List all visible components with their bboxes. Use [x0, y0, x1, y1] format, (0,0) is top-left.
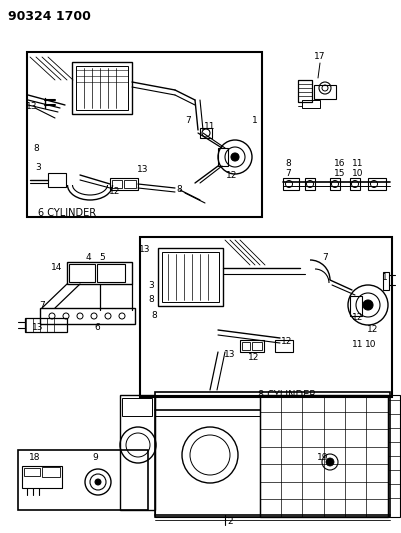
Bar — [48, 173, 66, 187]
Circle shape — [95, 479, 101, 485]
Bar — [155, 395, 259, 517]
Bar — [76, 66, 128, 110]
Text: 8: 8 — [284, 158, 290, 167]
Text: 12: 12 — [248, 353, 259, 362]
Bar — [24, 468, 40, 476]
Text: 7: 7 — [39, 301, 45, 310]
Text: 1: 1 — [381, 273, 387, 282]
Text: 8: 8 — [148, 295, 154, 304]
Text: 19: 19 — [316, 454, 328, 463]
Text: 13: 13 — [32, 324, 44, 333]
Text: 6: 6 — [94, 324, 99, 333]
Bar — [200, 128, 211, 138]
Text: 13: 13 — [137, 166, 148, 174]
Bar — [387, 395, 399, 517]
Bar — [349, 178, 359, 190]
Bar — [18, 450, 148, 510]
Bar — [349, 296, 361, 316]
Bar — [367, 178, 385, 190]
Bar — [72, 62, 132, 114]
Bar — [69, 264, 95, 282]
Text: 1: 1 — [251, 116, 257, 125]
Text: 8 CYLINDER: 8 CYLINDER — [257, 390, 315, 400]
Bar — [155, 392, 389, 517]
Bar — [259, 395, 387, 517]
Circle shape — [325, 458, 333, 466]
Bar — [313, 85, 335, 99]
Bar — [251, 342, 261, 350]
Text: 9: 9 — [92, 454, 97, 463]
Bar — [329, 178, 339, 190]
Bar — [162, 252, 219, 302]
Text: 12: 12 — [367, 326, 378, 335]
Text: 12: 12 — [109, 188, 120, 197]
Text: 13: 13 — [139, 246, 150, 254]
Text: 17: 17 — [314, 52, 325, 61]
Bar — [27, 52, 261, 217]
Text: 12: 12 — [351, 313, 363, 322]
Bar — [42, 467, 60, 477]
Text: 8: 8 — [176, 185, 181, 195]
Bar — [124, 180, 136, 188]
Text: 14: 14 — [51, 263, 63, 272]
Text: 15: 15 — [333, 168, 345, 177]
Text: 7: 7 — [321, 253, 327, 262]
Text: 4: 4 — [85, 253, 91, 262]
Text: 11: 11 — [204, 122, 215, 131]
Text: 6 CYLINDER: 6 CYLINDER — [38, 208, 96, 218]
Text: 3: 3 — [148, 280, 154, 289]
Text: 5: 5 — [99, 253, 105, 262]
Bar — [25, 318, 67, 332]
Bar — [40, 308, 135, 324]
Bar — [140, 237, 391, 397]
Bar — [239, 340, 263, 352]
Text: 16: 16 — [333, 158, 345, 167]
Text: 8: 8 — [151, 311, 156, 319]
Bar — [297, 80, 311, 102]
Bar — [301, 100, 319, 108]
Circle shape — [362, 300, 372, 310]
Text: 12: 12 — [226, 171, 237, 180]
Bar — [241, 342, 249, 350]
Text: 18: 18 — [29, 454, 41, 463]
Text: 7: 7 — [185, 116, 190, 125]
Text: 10: 10 — [351, 168, 363, 177]
Bar — [158, 248, 223, 306]
Bar — [110, 178, 138, 190]
Bar — [122, 398, 152, 416]
Circle shape — [231, 153, 239, 161]
Bar — [282, 178, 298, 190]
Bar — [120, 395, 155, 510]
Bar — [304, 178, 314, 190]
Text: 13: 13 — [224, 351, 235, 359]
Bar — [22, 466, 62, 488]
Bar — [382, 272, 388, 290]
Bar — [97, 264, 125, 282]
Text: 11: 11 — [351, 341, 363, 350]
Text: 3: 3 — [35, 164, 41, 173]
Bar — [67, 262, 132, 284]
Bar — [112, 180, 122, 188]
Text: 11: 11 — [351, 158, 363, 167]
Text: 10: 10 — [365, 341, 376, 350]
Text: 12: 12 — [281, 337, 292, 346]
Text: 7: 7 — [284, 168, 290, 177]
Text: 8: 8 — [33, 143, 39, 152]
Text: 90324 1700: 90324 1700 — [8, 10, 91, 23]
Text: 13: 13 — [26, 101, 38, 110]
Text: 2: 2 — [227, 518, 232, 527]
Bar — [217, 148, 227, 166]
Bar — [274, 340, 292, 352]
